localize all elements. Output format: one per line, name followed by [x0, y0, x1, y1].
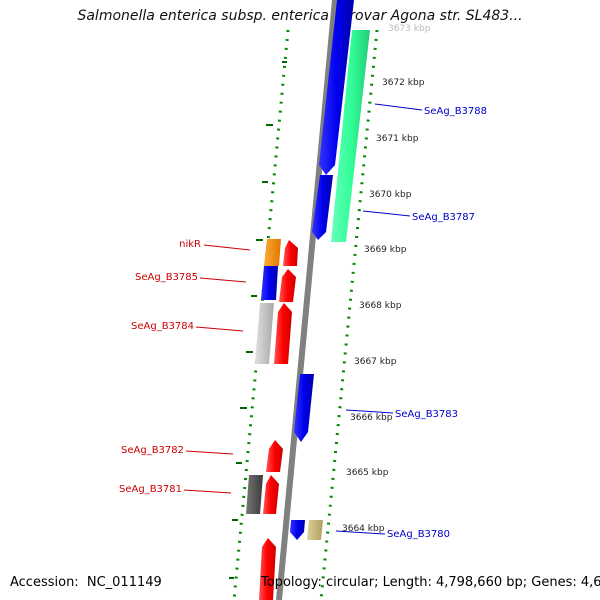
tick-label: 3668 kbp: [359, 301, 402, 311]
label-SeAg_B3788[interactable]: SeAg_B3788: [424, 106, 487, 117]
topology-info: Topology: circular; Length: 4,798,660 bp…: [261, 575, 600, 590]
inner-left-guide: [319, 29, 379, 600]
left-guide-ticks: [229, 61, 287, 579]
accession-info: Accession: NC_011149: [10, 575, 162, 590]
gene-SeAg_B3784-gray[interactable]: [255, 303, 274, 364]
gene-SeAg_B3783[interactable]: [294, 374, 314, 442]
left-labels: nikR SeAg_B3785 SeAg_B3784 SeAg_B3782 Se…: [119, 239, 201, 495]
tick-label: 3665 kbp: [346, 468, 389, 478]
gene-nikR[interactable]: [264, 239, 281, 266]
label-SeAg_B3782[interactable]: SeAg_B3782: [121, 445, 184, 456]
map-title: Salmonella enterica subsp. enterica sero…: [77, 8, 523, 24]
gene-SeAg_B3780[interactable]: [290, 520, 305, 540]
right-label-leaders: [335, 103, 423, 535]
accession-value: NC_011149: [86, 575, 162, 590]
gene-tan-feature[interactable]: [307, 520, 323, 540]
gene-red-6[interactable]: [259, 538, 276, 600]
tick-label: 3667 kbp: [354, 357, 397, 367]
left-label-leaders: [183, 244, 251, 494]
gene-SeAg_B3787[interactable]: [312, 175, 333, 240]
label-SeAg_B3785[interactable]: SeAg_B3785: [135, 272, 198, 283]
label-SeAg_B3784[interactable]: SeAg_B3784: [131, 321, 194, 332]
gene-feature-teal[interactable]: [331, 30, 370, 242]
label-SeAg_B3787[interactable]: SeAg_B3787: [412, 212, 475, 223]
gene-red-5[interactable]: [263, 475, 279, 514]
accession-label: Accession:: [10, 575, 79, 590]
gene-SeAg_B3781-dark[interactable]: [246, 475, 263, 514]
genome-backbone: [276, 0, 338, 600]
tick-label: 3664 kbp: [342, 524, 385, 534]
label-SeAg_B3783[interactable]: SeAg_B3783: [395, 409, 458, 420]
label-SeAg_B3780[interactable]: SeAg_B3780: [387, 529, 450, 540]
outer-left-guide: [232, 29, 290, 600]
tick-label: 3670 kbp: [369, 190, 412, 200]
tick-label-top: 3673 kbp: [388, 24, 431, 34]
tick-label: 3666 kbp: [350, 413, 393, 423]
label-nikR[interactable]: nikR: [179, 239, 201, 250]
gene-red-4[interactable]: [266, 440, 283, 472]
kbp-tick-labels: 3673 kbp 3672 kbp 3671 kbp 3670 kbp 3669…: [342, 24, 431, 534]
gene-red-2[interactable]: [279, 269, 296, 302]
tick-label: 3672 kbp: [382, 78, 425, 88]
gene-nikR-partner[interactable]: [261, 266, 278, 300]
tick-label: 3671 kbp: [376, 134, 419, 144]
gene-red-3[interactable]: [274, 303, 292, 364]
gene-SeAg_B3788[interactable]: [319, 0, 354, 175]
right-labels: SeAg_B3788 SeAg_B3787 SeAg_B3783 SeAg_B3…: [387, 106, 487, 540]
gene-red-1[interactable]: [283, 240, 298, 266]
tick-label: 3669 kbp: [364, 245, 407, 255]
label-SeAg_B3781[interactable]: SeAg_B3781: [119, 484, 182, 495]
